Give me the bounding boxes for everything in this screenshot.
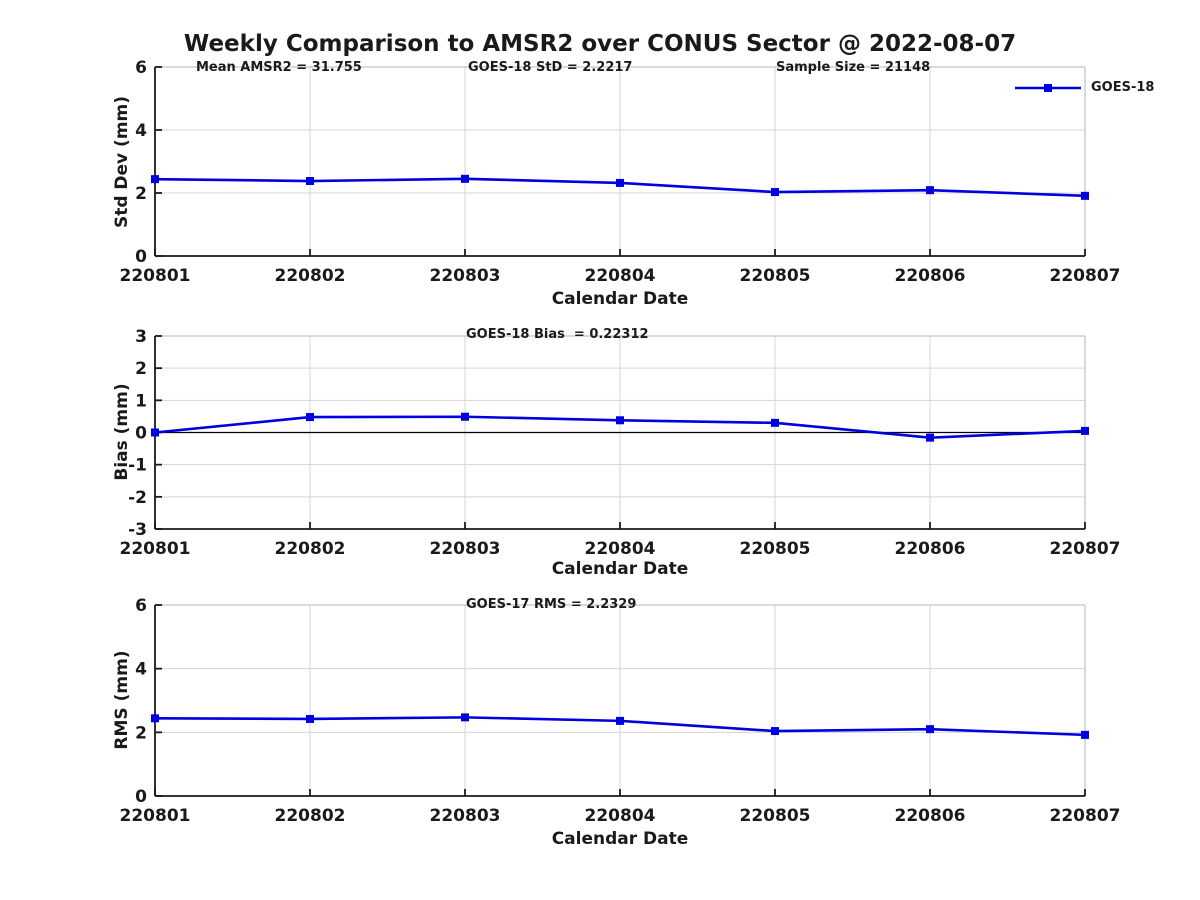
- legend-label: GOES-18: [1091, 80, 1155, 95]
- data-point-marker: [616, 178, 624, 187]
- figure-title: Weekly Comparison to AMSR2 over CONUS Se…: [183, 31, 1017, 57]
- legend-line-icon: [1015, 83, 1081, 92]
- x-tick-label: 220801: [120, 806, 191, 826]
- y-tick-label: -3: [128, 520, 147, 540]
- x-tick-label: 220802: [275, 266, 346, 286]
- data-point-marker: [616, 416, 624, 425]
- x-tick-label: 220804: [585, 539, 656, 559]
- data-point-marker: [926, 186, 934, 195]
- x-tick-label: 220805: [740, 539, 811, 559]
- data-point-marker: [1081, 730, 1089, 739]
- annotation-goes18-bias: GOES-18 Bias = 0.22312: [466, 327, 649, 342]
- y-axis-label-rms: RMS (mm): [112, 650, 132, 750]
- data-point-marker: [306, 177, 314, 186]
- y-tick-label: -2: [128, 488, 147, 508]
- y-tick-label: 0: [135, 787, 147, 807]
- y-tick-label: 6: [135, 596, 147, 616]
- x-tick-label: 220806: [895, 266, 966, 286]
- x-axis-label-2: Calendar Date: [551, 559, 689, 579]
- x-tick-label: 220801: [120, 266, 191, 286]
- data-point-marker: [1081, 426, 1089, 435]
- x-tick-label: 220807: [1050, 266, 1121, 286]
- x-tick-label: 220804: [585, 806, 656, 826]
- annotation-sample-size: Sample Size = 21148: [776, 60, 931, 75]
- data-point-marker: [926, 725, 934, 734]
- x-tick-label: 220803: [430, 806, 501, 826]
- y-tick-label: 0: [135, 424, 147, 444]
- data-point-marker: [771, 727, 779, 736]
- y-tick-label: 0: [135, 247, 147, 267]
- x-tick-label: 220807: [1050, 806, 1121, 826]
- data-point-marker: [926, 433, 934, 442]
- data-point-marker: [1081, 191, 1089, 200]
- data-point-marker: [461, 174, 469, 183]
- y-tick-label: 2: [135, 723, 147, 743]
- data-point-marker: [771, 188, 779, 197]
- data-point-marker: [306, 714, 314, 723]
- data-point-marker: [616, 716, 624, 725]
- data-point-marker: [771, 418, 779, 427]
- y-tick-label: 6: [135, 58, 147, 78]
- y-tick-label: 4: [135, 660, 147, 680]
- x-axis-label-1: Calendar Date: [551, 289, 689, 309]
- y-tick-label: 1: [135, 391, 147, 411]
- y-tick-label: 2: [135, 359, 147, 379]
- annotation-goes17-rms: GOES-17 RMS = 2.2329: [466, 597, 637, 612]
- annotation-goes18-std: GOES-18 StD = 2.2217: [468, 60, 633, 75]
- legend: GOES-18: [1013, 80, 1154, 95]
- y-tick-label: 4: [135, 121, 147, 141]
- data-point-marker: [151, 714, 159, 723]
- y-tick-label: -1: [128, 456, 147, 476]
- data-point-marker: [151, 175, 159, 184]
- data-point-marker: [461, 412, 469, 421]
- x-tick-label: 220806: [895, 539, 966, 559]
- x-tick-label: 220807: [1050, 539, 1121, 559]
- y-axis-label-std-dev: Std Dev (mm): [112, 95, 132, 229]
- x-axis-label-3: Calendar Date: [551, 829, 689, 849]
- y-tick-label: 2: [135, 184, 147, 204]
- data-point-marker: [151, 428, 159, 437]
- y-axis-label-bias: Bias (mm): [112, 383, 132, 481]
- x-tick-label: 220804: [585, 266, 656, 286]
- x-tick-label: 220803: [430, 539, 501, 559]
- x-tick-label: 220805: [740, 266, 811, 286]
- data-point-marker: [461, 713, 469, 722]
- x-tick-label: 220802: [275, 539, 346, 559]
- x-tick-label: 220805: [740, 806, 811, 826]
- y-tick-label: 3: [135, 327, 147, 347]
- x-tick-label: 220803: [430, 266, 501, 286]
- annotation-mean-amsr2: Mean AMSR2 = 31.755: [196, 60, 362, 75]
- data-point-marker: [306, 413, 314, 422]
- x-tick-label: 220802: [275, 806, 346, 826]
- x-tick-label: 220806: [895, 806, 966, 826]
- x-tick-label: 220801: [120, 539, 191, 559]
